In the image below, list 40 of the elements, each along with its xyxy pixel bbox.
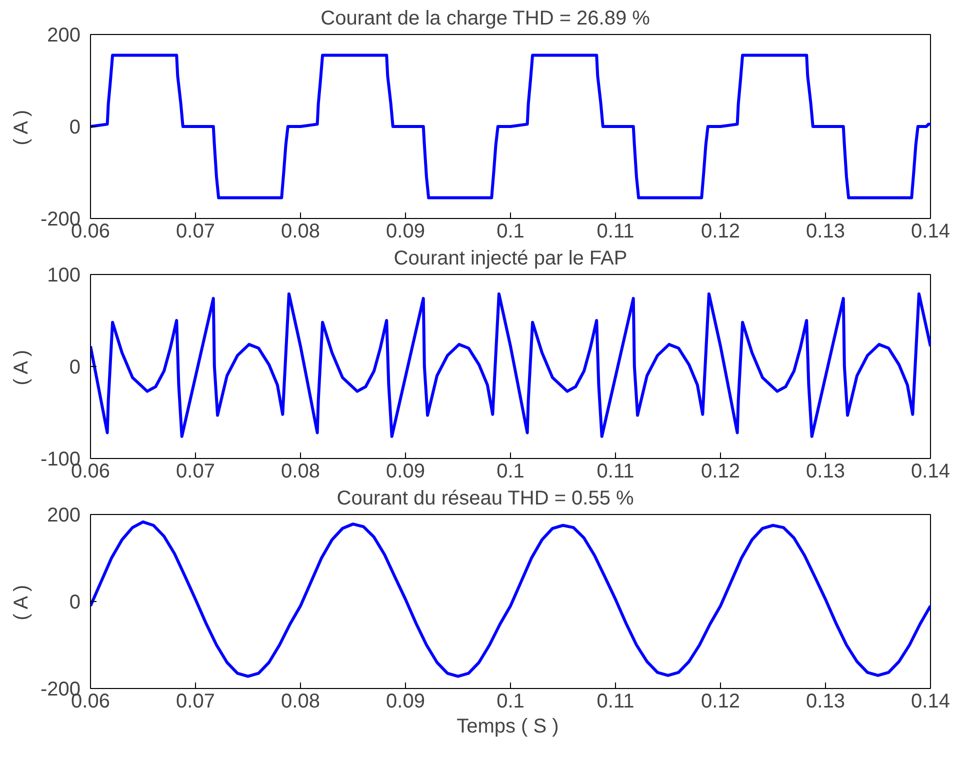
x-tick-label: 0.09: [386, 220, 425, 242]
x-tick-label: 0.13: [806, 690, 845, 712]
x-tick-label: 0.07: [176, 690, 215, 712]
chart-title: Courant de la charge THD = 26.89 %: [320, 8, 650, 30]
x-tick-label: 0.07: [176, 460, 215, 482]
x-tick-label: 0.12: [701, 220, 740, 242]
x-tick-label: 0.07: [176, 220, 215, 242]
x-tick-label: 0.09: [386, 690, 425, 712]
y-tick-label: 0: [69, 592, 80, 614]
x-tick-label: 0.1: [496, 690, 524, 712]
x-tick-label: 0.1: [496, 460, 524, 482]
x-tick-label: 0.12: [701, 690, 740, 712]
y-tick-label: 100: [47, 264, 81, 286]
line-series: [90, 520, 930, 678]
x-axis-title: Temps ( S ): [456, 716, 559, 738]
x-tick-label: 0.08: [281, 690, 320, 712]
x-tick-label: 0.13: [806, 460, 845, 482]
y-axis-title: ( A ): [10, 584, 32, 620]
x-tick-label: 0.14: [911, 460, 950, 482]
x-tick-label: 0.08: [281, 220, 320, 242]
x-tick-label: 0.11: [596, 220, 634, 242]
y-tick-label: 0: [69, 116, 80, 138]
x-tick-label: 0.08: [281, 460, 320, 482]
y-tick-label: 200: [47, 504, 81, 526]
x-tick-label: 0.11: [596, 460, 634, 482]
x-tick-label: 0.12: [701, 460, 740, 482]
chart-title: Courant du réseau THD = 0.55 %: [336, 488, 634, 510]
x-tick-label: 0.09: [386, 460, 425, 482]
x-tick-label: 0.11: [596, 690, 634, 712]
y-tick-label: 0: [69, 356, 80, 378]
x-tick-label: 0.14: [911, 220, 950, 242]
line-series: [90, 54, 930, 200]
x-tick-label: 0.13: [806, 220, 845, 242]
y-tick-label: 200: [47, 24, 81, 46]
x-tick-label: 0.14: [911, 690, 950, 712]
line-series: [90, 292, 930, 438]
x-tick-label: 0.1: [496, 220, 524, 242]
y-axis-title: ( A ): [10, 110, 32, 146]
y-axis-title: ( A ): [10, 350, 32, 386]
chart-title: Courant injecté par le FAP: [394, 248, 628, 270]
